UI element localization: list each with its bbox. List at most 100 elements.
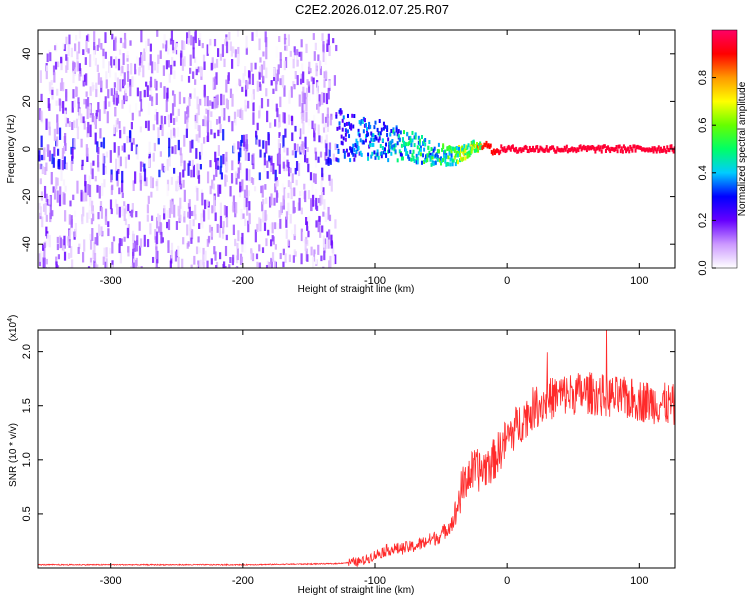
heatmap-cell <box>289 50 292 57</box>
heatmap-cell <box>94 237 97 245</box>
heatmap-cell <box>462 150 465 155</box>
heatmap-cell <box>414 135 417 140</box>
heatmap-cell <box>265 197 268 204</box>
heatmap-cell <box>81 215 84 225</box>
x-tick-label: 0 <box>504 275 510 287</box>
heatmap-cell <box>477 144 480 149</box>
heatmap-cell <box>83 98 86 105</box>
heatmap-cell <box>424 138 427 143</box>
heatmap-cell <box>326 43 329 52</box>
heatmap-cell <box>55 256 58 265</box>
heatmap-cell <box>649 148 652 153</box>
heatmap-cell <box>416 156 419 161</box>
heatmap-cell <box>250 62 253 72</box>
heatmap-cell <box>201 43 204 49</box>
heatmap-cell <box>596 146 599 151</box>
heatmap-cell <box>44 267 47 268</box>
heatmap-cell <box>70 266 73 268</box>
heatmap-cell <box>50 80 53 86</box>
heatmap-cell <box>374 155 377 160</box>
heatmap-cell <box>168 156 171 167</box>
heatmap-cell <box>632 144 635 149</box>
heatmap-cell <box>183 56 186 67</box>
heatmap-cell <box>501 147 504 152</box>
heatmap-cell <box>90 200 94 212</box>
heatmap-cell <box>318 60 322 69</box>
heatmap-cell <box>49 206 52 220</box>
heatmap-cell <box>123 126 126 135</box>
heatmap-cell <box>212 168 215 177</box>
heatmap-cell <box>306 254 309 262</box>
heatmap-cell <box>593 146 596 151</box>
heatmap-cell <box>243 198 246 210</box>
heatmap-cell <box>206 120 209 133</box>
heatmap-cell <box>282 161 285 169</box>
heatmap-cell <box>210 129 213 135</box>
heatmap-cell <box>70 215 73 228</box>
heatmap-cell <box>385 142 388 147</box>
heatmap-cell <box>290 86 293 98</box>
heatmap-cell <box>352 152 355 157</box>
heatmap-cell <box>258 244 261 252</box>
heatmap-cell <box>91 113 94 123</box>
heatmap-cell <box>388 145 391 150</box>
heatmap-cell <box>107 89 110 99</box>
heatmap-cell <box>215 72 218 85</box>
heatmap-cell <box>380 127 383 132</box>
heatmap-cell <box>256 223 259 232</box>
heatmap-cell <box>357 128 360 133</box>
heatmap-cell <box>216 223 219 233</box>
heatmap-cell <box>135 56 139 70</box>
heatmap-cell <box>318 94 321 107</box>
heatmap-cell <box>222 226 225 234</box>
heatmap-cell <box>278 114 281 128</box>
heatmap-cell <box>298 51 301 57</box>
heatmap-cell <box>600 149 603 154</box>
heatmap-cell <box>132 242 135 249</box>
x-tick-label: -200 <box>232 275 254 287</box>
heatmap-cell <box>232 46 235 54</box>
heatmap-cell <box>321 92 324 105</box>
heatmap-cell <box>104 51 107 59</box>
heatmap-cell <box>245 35 248 49</box>
heatmap-cell <box>66 57 69 70</box>
heatmap-cell <box>293 187 296 197</box>
heatmap-cell <box>603 144 606 149</box>
heatmap-cell <box>121 65 124 74</box>
heatmap-cell <box>558 148 561 153</box>
heatmap-cell <box>510 145 513 150</box>
heatmap-cell <box>237 141 240 150</box>
heatmap-cell <box>332 38 335 44</box>
heatmap-cell <box>181 205 184 214</box>
heatmap-cell <box>188 96 191 107</box>
heatmap-cell <box>116 77 119 91</box>
heatmap-cell <box>93 49 96 61</box>
heatmap-cell <box>198 223 201 229</box>
heatmap-cell <box>206 132 210 143</box>
heatmap-cell <box>100 207 104 219</box>
heatmap-cell <box>178 91 182 105</box>
heatmap-cell <box>60 150 63 161</box>
heatmap-cell <box>186 119 189 130</box>
heatmap-cell <box>49 195 52 207</box>
heatmap-cell <box>340 110 343 115</box>
heatmap-cell <box>215 265 218 268</box>
heatmap-cell <box>225 41 229 54</box>
heatmap-cell <box>225 175 228 183</box>
heatmap-cell <box>615 145 618 150</box>
heatmap-cell <box>399 130 402 135</box>
heatmap-cell <box>103 179 106 188</box>
heatmap-cell <box>268 196 272 208</box>
heatmap-cell <box>539 145 542 150</box>
heatmap-cell <box>98 109 101 122</box>
heatmap-cell <box>295 161 299 171</box>
heatmap-cell <box>319 195 322 206</box>
heatmap-cell <box>318 135 321 143</box>
heatmap-cell <box>323 71 326 79</box>
heatmap-cell <box>371 151 374 156</box>
heatmap-cell <box>61 239 64 251</box>
heatmap-cell <box>113 124 116 135</box>
heatmap-cell <box>177 108 180 116</box>
heatmap-cell <box>159 82 163 88</box>
